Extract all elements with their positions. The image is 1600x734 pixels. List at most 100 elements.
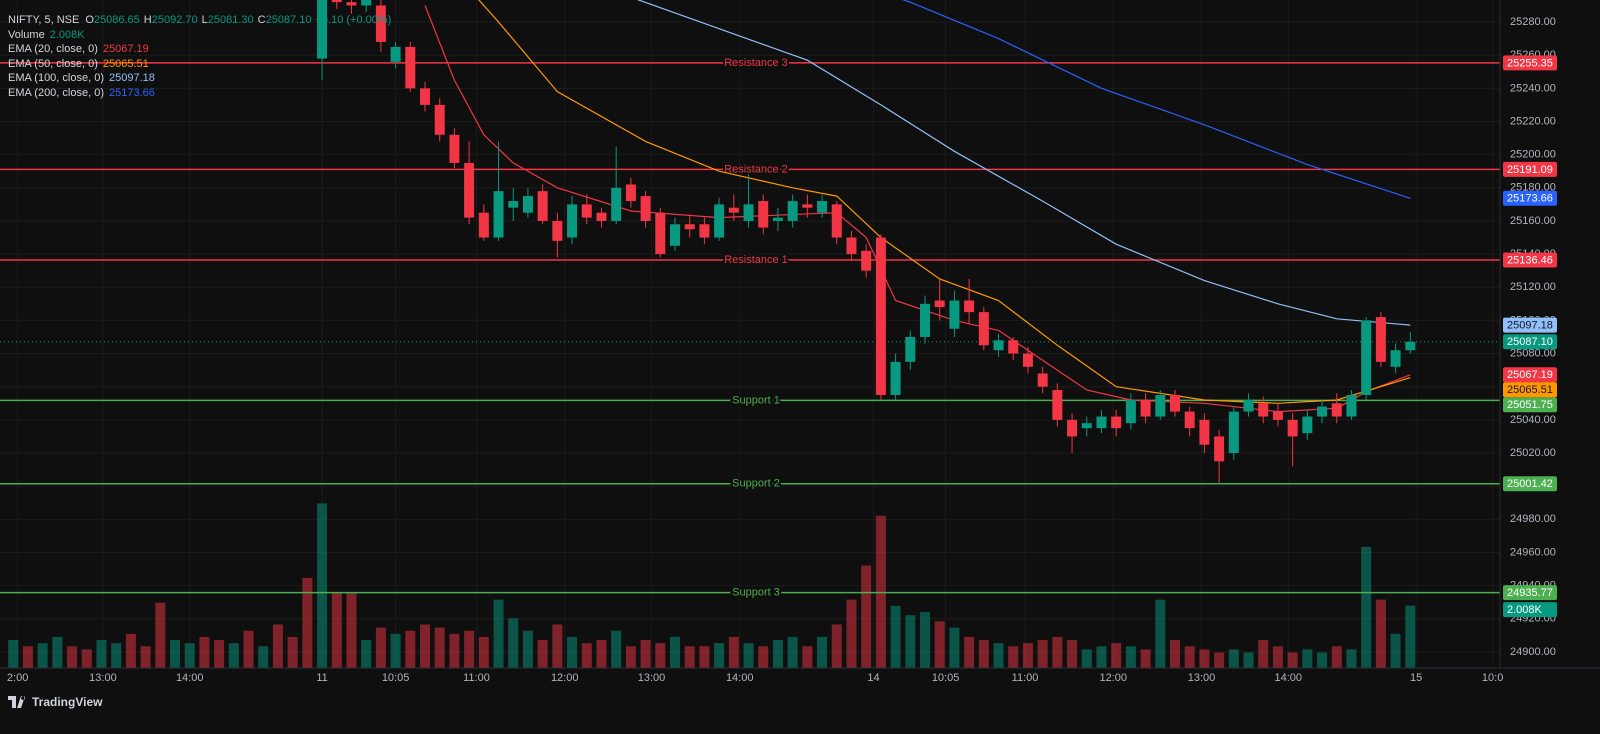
- price-label: 2.008K: [1503, 602, 1557, 618]
- level-label: Resistance 2: [724, 163, 788, 175]
- candle-body: [831, 204, 842, 238]
- volume-bar: [831, 624, 842, 668]
- candle-body: [346, 2, 357, 6]
- volume-bar: [1243, 652, 1254, 668]
- level-label: Resistance 1: [724, 254, 788, 266]
- price-label-box: [1503, 367, 1557, 383]
- candle-body: [949, 300, 960, 329]
- candle-body: [875, 237, 886, 395]
- price-label: 25173.66: [1503, 190, 1557, 206]
- volume-bar: [155, 602, 166, 668]
- volume-bar: [787, 636, 798, 668]
- volume-bar: [596, 640, 607, 668]
- price-label-text: 25255.35: [1507, 57, 1553, 69]
- x-tick-label: 10:05: [932, 672, 960, 684]
- volume-bar: [1331, 646, 1342, 668]
- candle-body: [1287, 419, 1298, 437]
- candle-body: [611, 187, 622, 221]
- price-label-text: 2.008K: [1507, 604, 1543, 616]
- volume-bar: [714, 643, 725, 668]
- y-tick-label: 25240.00: [1510, 82, 1556, 94]
- volume-bar: [1390, 633, 1401, 668]
- candle-body: [1331, 403, 1342, 417]
- x-tick-label: 11:00: [463, 672, 490, 684]
- y-tick-label: 25040.00: [1510, 414, 1556, 426]
- chart: Resistance 3 Resistance 2 Resistance 1 Supp…: [0, 0, 1600, 684]
- x-tick-label: 14:00: [1274, 672, 1302, 684]
- volume-bar: [1155, 599, 1166, 668]
- volume-bar: [508, 618, 519, 668]
- price-label-box: [1503, 317, 1557, 333]
- candle-body: [1037, 373, 1048, 387]
- price-label-box: [1503, 55, 1557, 71]
- price-label-text: 25087.10: [1507, 336, 1553, 348]
- volume-bar: [1037, 640, 1048, 668]
- x-tick-label: 12:00: [1099, 672, 1127, 684]
- volume-bar: [140, 646, 151, 668]
- price-label-box: [1503, 190, 1557, 206]
- volume-bar: [1008, 646, 1019, 668]
- x-tick-label: 13:00: [1188, 672, 1216, 684]
- candle-body: [1302, 416, 1313, 434]
- volume-bar: [567, 636, 578, 668]
- candle-body: [758, 201, 769, 228]
- x-tick-label: 14:00: [726, 672, 754, 684]
- candle-body: [331, 0, 342, 3]
- volume-bar: [846, 599, 857, 668]
- volume-bar: [361, 640, 372, 668]
- candle-body: [478, 212, 489, 238]
- volume-bar: [1170, 640, 1180, 668]
- y-tick-label: 25180.00: [1510, 182, 1556, 194]
- candle-body: [1022, 353, 1033, 367]
- volume-bar: [640, 640, 651, 668]
- volume-bar: [1111, 643, 1122, 668]
- volume-bar: [537, 640, 548, 668]
- volume-bar: [434, 627, 445, 668]
- candle-body: [1199, 419, 1210, 445]
- candle-body: [581, 204, 592, 218]
- y-tick-label: 25200.00: [1510, 149, 1556, 161]
- candle-body: [1125, 399, 1136, 424]
- x-tick-label: 11: [316, 672, 327, 684]
- price-label-box: [1503, 602, 1557, 618]
- volume-bar: [1096, 646, 1107, 668]
- candle-body: [1214, 436, 1225, 462]
- volume-bar: [258, 646, 269, 668]
- y-tick-label: 25080.00: [1510, 347, 1556, 359]
- candle-body: [655, 212, 666, 255]
- volume-bar: [699, 646, 710, 668]
- candle-body: [567, 204, 578, 238]
- candle-body: [1243, 399, 1254, 412]
- volume-bar: [802, 646, 813, 668]
- volume-pane: [8, 503, 1416, 668]
- volume-bar: [1184, 646, 1195, 668]
- candle-body: [787, 201, 798, 221]
- candle-body: [522, 196, 533, 213]
- level-label: Support 2: [732, 478, 780, 490]
- volume-bar: [331, 593, 342, 668]
- candle-body: [890, 361, 901, 395]
- candle-body: [361, 0, 372, 6]
- volume-bar: [464, 630, 475, 668]
- x-tick-label: 15: [1410, 672, 1422, 684]
- volume-bar: [1258, 640, 1269, 668]
- candle-body: [1155, 394, 1166, 417]
- x-tick-label: 12:00: [551, 672, 579, 684]
- price-label: 25065.51: [1503, 382, 1557, 398]
- candle-body: [390, 46, 401, 62]
- volume-bar: [346, 593, 357, 668]
- volume-bar: [1199, 649, 1210, 668]
- candle-body: [596, 212, 607, 221]
- candle-body: [537, 191, 548, 221]
- volume-bar: [1022, 643, 1033, 668]
- price-label: 25087.10: [1503, 334, 1557, 350]
- volume-bar: [611, 630, 622, 668]
- ema-line: [901, 0, 1411, 199]
- volume-bar: [302, 577, 313, 668]
- candle-body: [552, 220, 563, 241]
- candle-body: [728, 207, 739, 213]
- price-label-box: [1503, 382, 1557, 398]
- candle-body: [846, 237, 857, 255]
- candle-body: [1317, 406, 1328, 417]
- volume-bar: [1302, 649, 1313, 668]
